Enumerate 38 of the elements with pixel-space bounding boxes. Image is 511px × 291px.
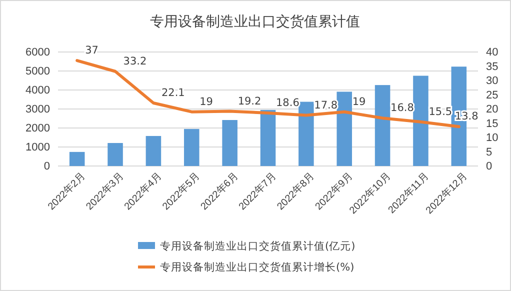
y2-tick-label: 25 <box>486 89 498 102</box>
data-label: 18.6 <box>276 96 300 109</box>
y-tick-label: 4000 <box>26 84 50 97</box>
y-tick-label: 3000 <box>26 104 50 116</box>
chart-title: 专用设备制造业出口交货值累计值 <box>150 14 360 30</box>
bar <box>184 128 200 166</box>
y2-tick-label: 15 <box>486 118 498 130</box>
legend-label: 专用设备制造业出口交货值累计增长(%) <box>160 260 354 274</box>
bar <box>260 110 276 166</box>
bar <box>69 152 85 166</box>
y2-tick-label: 20 <box>486 104 498 116</box>
y2-tick-label: 0 <box>486 160 492 173</box>
data-label: 15.5 <box>428 106 452 118</box>
bar <box>413 76 428 166</box>
data-label: 19 <box>352 96 366 108</box>
bar <box>374 85 390 166</box>
bar <box>222 120 238 166</box>
bar <box>146 136 162 166</box>
y-tick-label: 1000 <box>26 142 50 154</box>
bar <box>108 143 123 166</box>
y-tick-label: 0 <box>44 160 50 173</box>
y-tick-label: 5000 <box>26 66 50 78</box>
y2-tick-label: 10 <box>486 132 498 144</box>
y2-tick-label: 40 <box>486 46 498 59</box>
data-label: 22.1 <box>161 87 185 100</box>
legend-label: 专用设备制造业出口交货值累计值(亿元) <box>160 240 356 253</box>
y-tick-label: 2000 <box>26 122 50 135</box>
data-label: 19.2 <box>238 95 262 108</box>
y2-tick-label: 35 <box>486 60 498 73</box>
y2-tick-label: 30 <box>486 75 498 88</box>
y2-tick-label: 5 <box>486 146 492 158</box>
y-tick-label: 6000 <box>26 46 50 59</box>
bar <box>298 102 314 166</box>
data-label: 19 <box>200 96 214 108</box>
data-label: 37 <box>85 44 98 57</box>
bar <box>336 92 352 166</box>
data-label: 33.2 <box>123 55 147 68</box>
data-label: 17.8 <box>314 99 338 112</box>
